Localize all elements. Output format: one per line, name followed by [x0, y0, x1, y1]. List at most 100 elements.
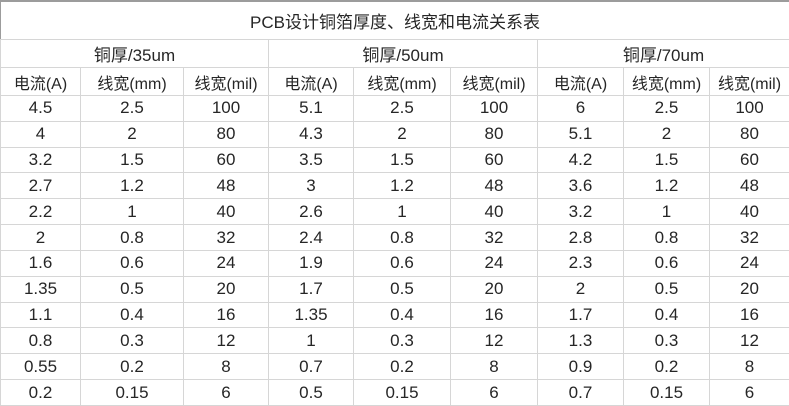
cell: 2.6 — [268, 198, 354, 226]
cell: 0.5 — [80, 275, 184, 303]
table-row: 1.35 0.5 20 1.7 0.5 20 2 0.5 20 — [0, 275, 789, 303]
cell: 1.5 — [623, 146, 710, 174]
cell: 1.2 — [353, 172, 451, 200]
cell: 0.3 — [623, 327, 710, 355]
col-header-current-35um: 电流(A) — [0, 67, 81, 96]
col-header-width-mm-35um: 线宽(mm) — [80, 67, 184, 96]
cell: 60 — [708, 146, 789, 174]
cell: 0.3 — [80, 327, 184, 355]
cell: 12 — [708, 327, 789, 355]
cell: 2.7 — [0, 172, 81, 200]
cell: 48 — [450, 172, 538, 200]
cell: 1.35 — [0, 275, 81, 303]
cell: 1.5 — [353, 146, 451, 174]
cell: 3.2 — [537, 198, 624, 226]
table-row: 0.55 0.2 8 0.7 0.2 8 0.9 0.2 8 — [0, 353, 789, 381]
table-body: 4.5 2.5 100 5.1 2.5 100 6 2.5 100 4 2 80 4.3 2 80 5.1 2 8… — [0, 95, 789, 406]
cell: 2.5 — [353, 95, 451, 122]
cell: 0.2 — [80, 353, 184, 381]
cell: 80 — [450, 120, 538, 148]
cell: 32 — [450, 224, 538, 251]
cell: 16 — [450, 301, 538, 329]
cell: 1 — [623, 198, 710, 226]
cell: 1.35 — [268, 301, 354, 329]
cell: 1.9 — [268, 249, 354, 277]
cell: 48 — [183, 172, 269, 200]
cell: 0.8 — [80, 224, 184, 251]
table-row: 3.2 1.5 60 3.5 1.5 60 4.2 1.5 60 — [0, 146, 789, 174]
cell: 0.2 — [353, 353, 451, 381]
table-row: 2.7 1.2 48 3 1.2 48 3.6 1.2 48 — [0, 172, 789, 200]
cell: 0.9 — [537, 353, 624, 381]
cell: 32 — [708, 224, 789, 251]
cell: 6 — [183, 379, 269, 406]
cell: 4.2 — [537, 146, 624, 174]
cell: 8 — [183, 353, 269, 381]
cell: 0.15 — [80, 379, 184, 406]
cell: 2.5 — [623, 95, 710, 122]
cell: 60 — [183, 146, 269, 174]
cell: 8 — [450, 353, 538, 381]
cell: 1 — [353, 198, 451, 226]
cell: 0.15 — [353, 379, 451, 406]
table-row: 4.5 2.5 100 5.1 2.5 100 6 2.5 100 — [0, 95, 789, 122]
cell: 1.5 — [80, 146, 184, 174]
group-header-70um: 铜厚/70um — [536, 39, 789, 68]
cell: 48 — [708, 172, 789, 200]
cell: 40 — [708, 198, 789, 226]
cell: 24 — [708, 249, 789, 277]
cell: 20 — [708, 275, 789, 303]
cell: 0.7 — [537, 379, 624, 406]
cell: 100 — [450, 95, 538, 122]
cell: 1.7 — [268, 275, 354, 303]
group-header-row: 铜厚/35um 铜厚/50um 铜厚/70um — [0, 39, 789, 68]
column-header-row: 电流(A) 线宽(mm) 线宽(mil) 电流(A) 线宽(mm) 线宽(mil… — [0, 67, 789, 96]
cell: 0.5 — [353, 275, 451, 303]
table-row: 1.1 0.4 16 1.35 0.4 16 1.7 0.4 16 — [0, 301, 789, 329]
cell: 1.1 — [0, 301, 81, 329]
table-row: 2.2 1 40 2.6 1 40 3.2 1 40 — [0, 198, 789, 226]
cell: 0.5 — [623, 275, 710, 303]
cell: 2.4 — [268, 224, 354, 251]
cell: 1.6 — [0, 249, 81, 277]
col-header-width-mil-35um: 线宽(mil) — [183, 67, 269, 96]
cell: 0.4 — [80, 301, 184, 329]
cell: 0.7 — [268, 353, 354, 381]
cell: 3.5 — [268, 146, 354, 174]
cell: 40 — [183, 198, 269, 226]
cell: 24 — [450, 249, 538, 277]
cell: 16 — [708, 301, 789, 329]
cell: 0.5 — [268, 379, 354, 406]
cell: 1.7 — [537, 301, 624, 329]
cell: 5.1 — [268, 95, 354, 122]
cell: 4.3 — [268, 120, 354, 148]
cell: 1 — [80, 198, 184, 226]
cell: 0.6 — [80, 249, 184, 277]
cell: 4 — [0, 120, 81, 148]
cell: 6 — [450, 379, 538, 406]
cell: 100 — [183, 95, 269, 122]
table-row: 4 2 80 4.3 2 80 5.1 2 80 — [0, 120, 789, 148]
cell: 0.4 — [623, 301, 710, 329]
cell: 100 — [708, 95, 789, 122]
col-header-width-mil-70um: 线宽(mil) — [708, 67, 789, 96]
cell: 20 — [450, 275, 538, 303]
cell: 20 — [183, 275, 269, 303]
cell: 1.2 — [80, 172, 184, 200]
cell: 4.5 — [0, 95, 81, 122]
cell: 0.4 — [353, 301, 451, 329]
title-row: PCB设计铜箔厚度、线宽和电流关系表 — [0, 0, 789, 40]
cell: 80 — [183, 120, 269, 148]
cell: 2 — [623, 120, 710, 148]
table-row: 0.8 0.3 12 1 0.3 12 1.3 0.3 12 — [0, 327, 789, 355]
cell: 3 — [268, 172, 354, 200]
table-title: PCB设计铜箔厚度、线宽和电流关系表 — [0, 0, 789, 40]
cell: 2 — [353, 120, 451, 148]
cell: 0.55 — [0, 353, 81, 381]
cell: 24 — [183, 249, 269, 277]
cell: 80 — [708, 120, 789, 148]
cell: 2 — [80, 120, 184, 148]
cell: 6 — [708, 379, 789, 406]
cell: 3.6 — [537, 172, 624, 200]
